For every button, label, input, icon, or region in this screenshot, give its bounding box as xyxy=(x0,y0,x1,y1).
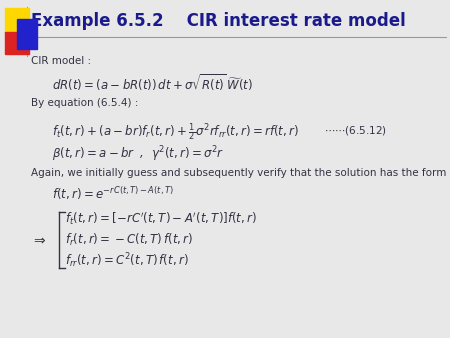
Text: $\Rightarrow$: $\Rightarrow$ xyxy=(31,233,46,247)
Text: Again, we initially guess and subsequently verify that the solution has the form: Again, we initially guess and subsequent… xyxy=(31,168,450,178)
Text: $f_{rr}(t,r)=C^2(t,T)\,f(t,r)$: $f_{rr}(t,r)=C^2(t,T)\,f(t,r)$ xyxy=(65,251,189,270)
Text: $dR(t)=(a-bR(t))\,dt+\sigma\sqrt{R(t)}\,\widetilde{W}(t)$: $dR(t)=(a-bR(t))\,dt+\sigma\sqrt{R(t)}\,… xyxy=(52,72,253,93)
Text: By equation (6.5.4) :: By equation (6.5.4) : xyxy=(31,98,138,108)
Text: Example 6.5.2    CIR interest rate model: Example 6.5.2 CIR interest rate model xyxy=(31,12,405,30)
Text: $\cdots\cdots(6.5.12)$: $\cdots\cdots(6.5.12)$ xyxy=(324,124,387,137)
Text: $\beta(t,r)=a-br$  ,  $\gamma^2(t,r)=\sigma^2 r$: $\beta(t,r)=a-br$ , $\gamma^2(t,r)=\sigm… xyxy=(52,144,224,164)
Bar xyxy=(4,32,29,54)
Bar xyxy=(4,8,29,34)
Text: $f_t(t,r)+(a-br)f_r(t,r)+\frac{1}{2}\sigma^2 r f_{rr}(t,r)=rf(t,r)$: $f_t(t,r)+(a-br)f_r(t,r)+\frac{1}{2}\sig… xyxy=(52,122,299,143)
Text: $f_t(t,r)=\left[-rC'(t,T)-A'(t,T)\right]f(t,r)$: $f_t(t,r)=\left[-rC'(t,T)-A'(t,T)\right]… xyxy=(65,210,257,227)
Bar xyxy=(17,19,37,49)
Text: CIR model :: CIR model : xyxy=(31,56,91,66)
Text: $f(t,r)=e^{-rC(t,T)-A(t,T)}$: $f(t,r)=e^{-rC(t,T)-A(t,T)}$ xyxy=(52,185,174,202)
Text: $f_r(t,r)=-C(t,T)\,f(t,r)$: $f_r(t,r)=-C(t,T)\,f(t,r)$ xyxy=(65,232,194,248)
